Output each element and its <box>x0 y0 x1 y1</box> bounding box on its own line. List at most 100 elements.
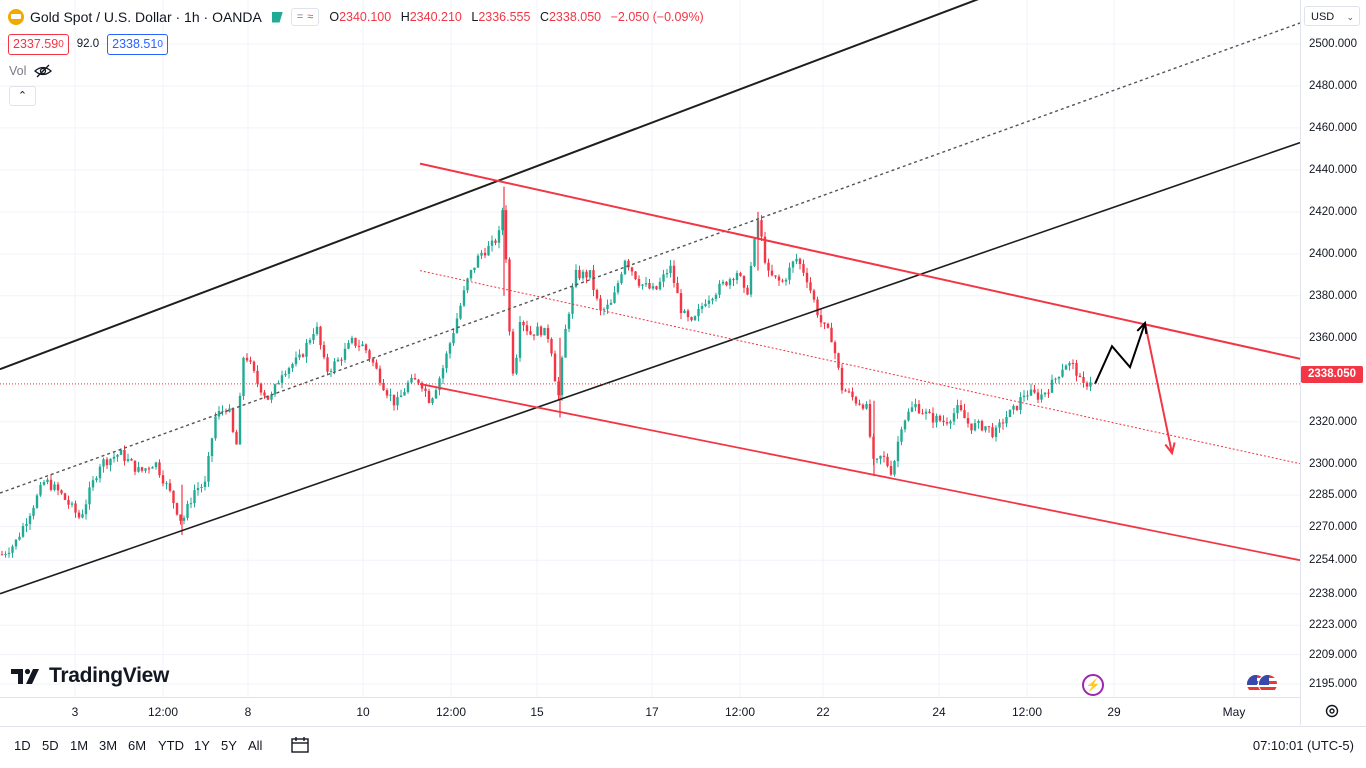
candle <box>924 411 928 414</box>
compare-button[interactable]: = ≈ <box>290 8 320 26</box>
candle <box>728 279 732 286</box>
candle <box>669 265 672 273</box>
price-chart[interactable] <box>0 0 1300 725</box>
range-button-6m[interactable]: 6M <box>128 738 147 753</box>
candle <box>130 459 133 461</box>
candle <box>42 482 46 485</box>
change-value: −2.050 (−0.09%) <box>610 10 704 24</box>
candle <box>984 426 987 431</box>
candle <box>529 331 532 335</box>
candle <box>858 403 861 405</box>
buy-button[interactable]: 2338.510 <box>107 33 168 55</box>
candle <box>970 423 973 431</box>
candle <box>39 484 42 496</box>
candle <box>67 499 70 505</box>
candle <box>473 267 476 271</box>
candle <box>277 382 280 385</box>
candle <box>203 481 207 488</box>
projection-up-arrowhead <box>1136 320 1148 335</box>
candle <box>476 255 480 268</box>
candle <box>322 345 326 358</box>
range-button-5d[interactable]: 5D <box>42 738 59 753</box>
tradingview-logo[interactable]: TradingView <box>11 664 169 688</box>
candle <box>592 270 595 290</box>
candle <box>837 353 840 368</box>
candle <box>151 467 154 469</box>
range-button-ytd[interactable]: YTD <box>158 738 184 753</box>
candle <box>385 390 389 396</box>
high-value: 2340.210 <box>409 10 462 24</box>
chevron-up-icon[interactable]: ⌃ <box>9 86 36 106</box>
candle <box>245 357 249 361</box>
candle <box>375 362 378 369</box>
candle <box>410 378 413 383</box>
candle <box>490 240 494 246</box>
time-tick: 29 <box>1107 705 1121 719</box>
symbol-title[interactable]: Gold Spot / U.S. Dollar · 1h · OANDA <box>30 9 262 25</box>
range-button-1d[interactable]: 1D <box>14 738 31 753</box>
candle <box>231 408 235 432</box>
candle <box>168 483 172 491</box>
candle <box>14 539 18 547</box>
candle <box>1001 422 1005 424</box>
gear-icon[interactable] <box>1324 703 1340 719</box>
range-button-all[interactable]: All <box>248 738 263 753</box>
eye-hidden-icon[interactable] <box>34 64 53 78</box>
range-button-1m[interactable]: 1M <box>70 738 89 753</box>
time-tick: 17 <box>645 705 659 719</box>
candle <box>581 271 585 279</box>
spread-value: 92.0 <box>76 38 100 50</box>
candle <box>676 282 679 294</box>
candle <box>137 467 140 472</box>
candle <box>760 220 763 237</box>
candle <box>742 275 746 288</box>
brand-name: TradingView <box>49 664 170 687</box>
candle <box>966 418 970 424</box>
time-tick: 15 <box>530 705 544 719</box>
candle <box>616 283 620 293</box>
candle <box>1071 362 1075 364</box>
candle <box>532 334 536 336</box>
candle <box>46 479 49 483</box>
candle <box>420 382 424 389</box>
candle <box>662 274 665 282</box>
time-axis[interactable]: 3 12:00 8 10 12:00 15 17 12:00 22 24 12:00 29 May <box>0 697 1300 726</box>
candle <box>865 404 868 409</box>
red-upper-channel-line <box>419 162 1300 360</box>
candle <box>550 338 553 354</box>
currency-button[interactable]: USD ⌄ <box>1304 6 1360 26</box>
candle <box>347 342 350 349</box>
candle <box>763 236 767 263</box>
candle <box>543 327 546 336</box>
candle <box>189 503 193 505</box>
candle <box>501 210 504 231</box>
range-button-1y[interactable]: 1Y <box>194 738 210 753</box>
candle <box>816 299 819 316</box>
candle <box>1082 377 1085 383</box>
tv-logo-icon <box>11 668 39 684</box>
candle <box>693 316 697 321</box>
candle <box>434 390 438 399</box>
candle <box>35 495 39 508</box>
candle <box>413 378 417 380</box>
bottom-toolbar: 1D 5D 1M 3M 6M YTD 1Y 5Y All 07:10:01 (UTC-5) <box>0 726 1366 765</box>
range-button-3m[interactable]: 3M <box>99 738 118 753</box>
dividend-event-icon[interactable]: ⚡ <box>1082 674 1104 696</box>
market-open-icon <box>271 11 283 23</box>
candle <box>987 426 991 428</box>
candle <box>259 383 263 393</box>
time-tick: May <box>1222 705 1246 719</box>
candle <box>1050 379 1054 393</box>
price-tick: 2500.000 <box>1309 38 1357 50</box>
range-button-5y[interactable]: 5Y <box>221 738 237 753</box>
candle <box>112 456 116 459</box>
us-flag-icon[interactable] <box>1258 674 1278 694</box>
sell-button[interactable]: 2337.590 <box>8 33 69 55</box>
candle <box>469 270 473 279</box>
calendar-range-icon[interactable] <box>290 736 310 754</box>
time-tick: 8 <box>244 705 252 719</box>
candle <box>1085 382 1089 387</box>
price-axis[interactable]: 2500.000 2480.000 2460.000 2440.000 2420.000… <box>1300 0 1366 725</box>
clock[interactable]: 07:10:01 (UTC-5) <box>1252 738 1354 753</box>
candle <box>777 276 781 281</box>
